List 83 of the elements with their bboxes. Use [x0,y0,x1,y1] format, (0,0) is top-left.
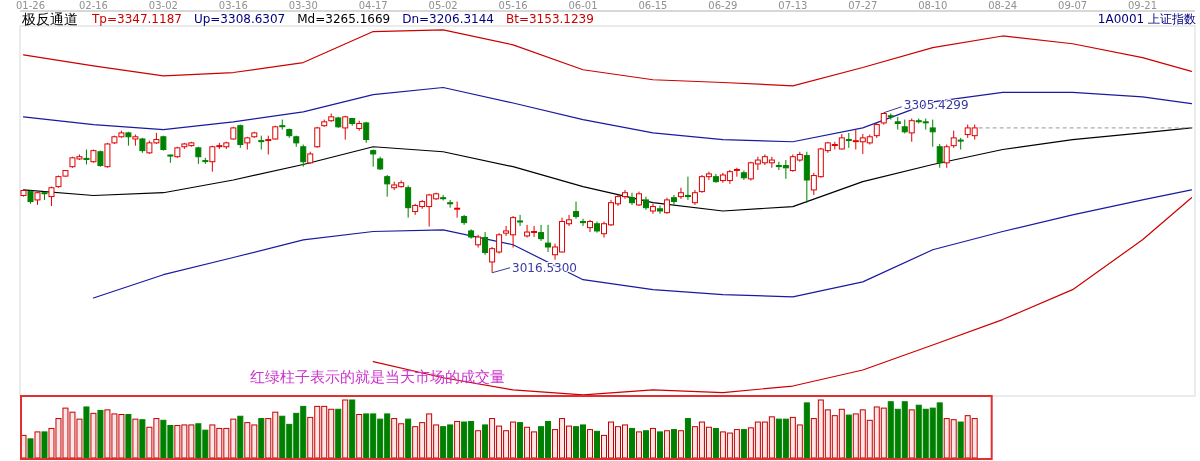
bar [670,429,677,459]
x-tick-label: 01-26 [15,0,46,11]
annotation: Bt=3153.1239 [505,12,594,26]
candlestick [684,176,691,201]
bar [712,427,719,459]
candlestick [300,144,307,168]
x-tick-label: 06-15 [638,0,668,11]
x-tick-label: 08-10 [918,0,948,11]
candlestick [943,144,950,169]
bar [335,408,342,459]
bar [356,414,363,459]
x-tick-label: 04-17 [358,0,388,11]
bar [803,402,810,459]
bar [517,422,524,459]
bar [656,431,663,459]
bar [139,419,146,459]
x-tick-label: 03-30 [288,0,318,11]
x-tick-label: 07-27 [848,0,878,11]
candlestick [405,185,412,219]
candlestick [538,224,545,242]
bar [594,430,601,459]
x-tick-label: 02-16 [78,0,108,11]
candlestick [517,214,524,227]
bar [677,430,684,459]
x-tick-label: 06-01 [568,0,598,11]
candlestick [733,167,740,178]
bar [482,424,489,459]
bar [845,414,852,459]
x-tick-label: 09-07 [1058,0,1088,11]
candlestick [545,224,552,253]
x-tick-label: 05-16 [498,0,528,11]
bar [635,431,642,459]
bar [258,418,265,459]
annotation: 1A0001 上证指数 [1097,12,1196,26]
annotation: Dn=3206.3144 [402,12,494,26]
candlestick [936,143,943,169]
annotation: Up=3308.6307 [193,12,286,26]
bar [642,430,649,459]
x-tick-label: 03-16 [218,0,248,11]
bar [740,429,747,459]
x-tick-label: 09-21 [1128,0,1158,11]
candlestick [580,218,587,227]
candlestick [447,199,454,209]
candlestick [440,194,447,201]
candlestick [384,174,391,198]
candlestick [628,192,635,206]
x-tick-label: 03-02 [148,0,178,11]
bar [349,399,356,459]
bar [97,409,104,459]
bar [684,418,691,459]
bar [125,414,132,459]
x-tick-label: 05-02 [428,0,458,11]
candlestick [573,201,580,220]
bar [405,418,412,459]
bar [628,427,635,459]
candlestick [454,201,461,219]
bar [132,418,139,459]
bar [34,431,41,459]
bar [237,415,244,459]
bar [908,409,915,459]
candlestick [908,118,915,143]
x-tick-label: 06-29 [708,0,738,11]
chart-title: 极反通道 [21,11,78,27]
candlestick [482,231,489,256]
bar [649,427,656,459]
bar [342,399,349,459]
bar [83,406,90,459]
candlestick [929,119,936,148]
bar [957,421,964,459]
x-tick-label: 07-13 [778,0,808,11]
candlestick [656,204,663,215]
annotation: Md=3265.1669 [297,12,391,26]
bar [475,430,482,459]
annotation: Tp=3347.1187 [91,12,182,26]
candlestick [670,194,677,206]
bar [90,412,97,459]
bar [41,431,48,459]
bar [663,430,670,459]
x-tick-label: 08-24 [988,0,1018,11]
bar [454,420,461,459]
candlestick [677,187,684,200]
bar [587,429,594,459]
bar [27,438,34,459]
